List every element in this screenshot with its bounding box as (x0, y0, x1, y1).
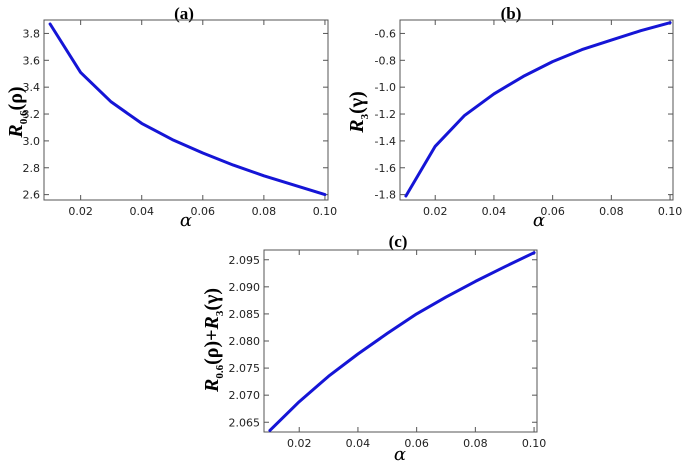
panel-b-x-tick-label: 0.10 (658, 205, 683, 218)
panel-b-y-tick-label: -1.0 (375, 81, 396, 94)
panel-c-y-tick-label: 2.095 (229, 254, 261, 267)
panel-c-x-tick-label: 0.10 (522, 437, 547, 450)
panel-c-y-tick-label: 2.090 (229, 281, 261, 294)
panel-c-x-label: α (394, 444, 406, 465)
panel-a-title: (a) (174, 4, 194, 23)
panel-c-frame (263, 249, 538, 433)
panel-b-y-tick-label: -0.6 (375, 27, 396, 40)
panel-a-y-tick-label: 3.2 (23, 108, 41, 121)
panel-a-x-tick-label: 0.04 (129, 205, 154, 218)
panel-c-title: (c) (389, 232, 408, 251)
panel-c-y-tick-label: 2.070 (229, 389, 261, 402)
panel-a-x-tick-label: 0.02 (68, 205, 93, 218)
panel-a-y-tick-label: 3.8 (23, 27, 41, 40)
panel-a-x-ticks: 0.02 0.04 0.06 0.08 0.10 (68, 20, 337, 218)
panel-b-y-tick-label: -1.4 (375, 135, 396, 148)
panel-b-y-tick-label: -0.8 (375, 54, 396, 67)
panel-b-y-tick-label: -1.2 (375, 108, 396, 121)
panel-a: (a) 0.02 0.04 0.06 0.08 0.10 2.6 2.8 3.0 3.2 3.4… (5, 4, 337, 231)
panel-a-y-ticks: 2.6 2.8 3.0 3.2 3.4 3.6 3.8 (23, 27, 328, 202)
panel-c-x-ticks: 0.02 0.04 0.06 0.08 0.10 (287, 250, 546, 450)
panel-b-series-line (404, 21, 672, 198)
panel-b-x-ticks: 0.02 0.04 0.06 0.08 0.10 (423, 20, 682, 218)
panel-a-x-tick-label: 0.08 (252, 205, 277, 218)
panel-c: (c) 0.02 0.04 0.06 0.08 0.10 2.065 2.070 2.075… (201, 232, 546, 465)
panel-c-x-tick-label: 0.04 (346, 437, 371, 450)
panel-c-y-tick-label: 2.085 (229, 308, 261, 321)
panel-c-y-ticks: 2.065 2.070 2.075 2.080 2.085 2.090 2.095 (229, 254, 537, 429)
panel-c-x-tick-label: 0.06 (404, 437, 429, 450)
panel-b-x-tick-label: 0.08 (599, 205, 624, 218)
panel-a-x-tick-label: 0.10 (313, 205, 338, 218)
panel-b-y-label: R3(γ) (346, 91, 371, 134)
panel-c-x-tick-label: 0.08 (463, 437, 488, 450)
panel-a-frame (43, 19, 329, 201)
panel-b-x-tick-label: 0.04 (482, 205, 507, 218)
panel-b-title: (b) (501, 4, 522, 23)
panel-b-frame (399, 19, 674, 201)
panel-c-y-label: R0.6(ρ)+R3(γ) (201, 288, 226, 393)
panel-b-x-tick-label: 0.02 (423, 205, 448, 218)
panel-c-x-tick-label: 0.02 (287, 437, 312, 450)
panel-c-y-tick-label: 2.080 (229, 335, 261, 348)
panel-b-y-tick-label: -1.6 (375, 162, 396, 175)
panel-a-y-tick-label: 2.6 (23, 189, 41, 202)
panel-b-x-label: α (533, 210, 545, 231)
panel-a-series-line (48, 22, 327, 197)
panel-b: (b) 0.02 0.04 0.06 0.08 0.10 -1.8-1.6-1.4-1.… (346, 4, 682, 231)
panel-a-x-label: α (180, 210, 192, 231)
panel-a-y-label: R0.6(ρ) (5, 86, 30, 138)
panel-c-y-tick-label: 2.065 (229, 416, 261, 429)
panel-a-y-tick-label: 3.4 (23, 81, 41, 94)
panel-a-y-tick-label: 3.6 (23, 54, 41, 67)
panel-a-y-tick-label: 2.8 (23, 162, 41, 175)
panel-b-x-tick-label: 0.06 (540, 205, 565, 218)
panel-a-y-tick-label: 3.0 (23, 135, 41, 148)
panel-b-y-tick-label: -1.8 (375, 189, 396, 202)
panel-a-x-tick-label: 0.06 (191, 205, 216, 218)
panel-b-y-ticks: -1.8 -1.6 -1.4 -1.2 -1.0 -0.8 -0.6 (375, 27, 673, 202)
panel-c-y-tick-label: 2.075 (229, 362, 261, 375)
panel-c-series-line (268, 251, 536, 432)
